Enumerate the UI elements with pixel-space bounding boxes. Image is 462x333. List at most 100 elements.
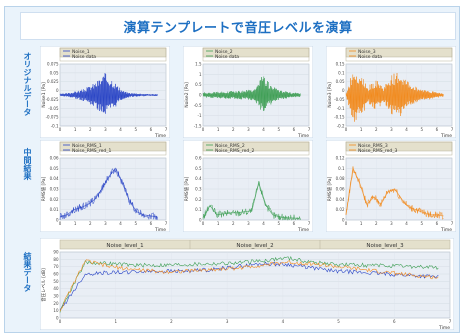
legend-border	[59, 47, 167, 62]
y-tick-label: -1	[198, 113, 202, 118]
y-tick-label: 0.075	[47, 62, 59, 67]
x-tick-label: 3	[226, 319, 229, 324]
rms-line	[59, 168, 158, 221]
y-tick-label: 40	[53, 286, 59, 291]
y-tick-label: 0.02	[50, 197, 59, 202]
y-tick-label: 0.05	[50, 166, 59, 171]
legend-label: Noise data	[358, 54, 382, 60]
legend-label: Noise_level_3	[366, 243, 404, 249]
x-tick-label: 0	[59, 221, 62, 226]
legend-border	[345, 47, 453, 62]
x-tick-label: 0	[59, 319, 62, 324]
x-axis-label: Time	[154, 227, 166, 232]
legend-label: Noise_1	[72, 49, 90, 55]
y-axis-label: Noise2 [Pa]	[184, 82, 190, 108]
y-tick-label: 0.08	[336, 176, 345, 181]
x-tick-label: 7	[165, 221, 168, 226]
series-line-0	[345, 72, 444, 122]
y-tick-label: 0.04	[336, 197, 345, 202]
y-tick-label: -1.5	[194, 124, 202, 129]
x-tick-label: 3	[247, 127, 250, 132]
x-tick-label: 7	[451, 221, 454, 226]
x-tick-label: 3	[390, 127, 393, 132]
y-tick-label: 0.1	[195, 207, 202, 212]
y-tick-label: -0.075	[46, 115, 59, 120]
x-axis-label: Time	[297, 227, 309, 232]
legend: Noise_level_1 Noise_level_2 Noise_level_3	[59, 239, 451, 250]
y-axis-label: RMS値 [Pa]	[40, 176, 47, 201]
waveform-line	[202, 76, 301, 111]
y-tick-label: 0.2	[195, 197, 202, 202]
y-tick-label: 0.12	[336, 156, 345, 161]
y-axis-label: RMS値 [Pa]	[183, 176, 190, 201]
x-axis-label: Time	[154, 133, 166, 138]
x-tick-label: 3	[104, 221, 107, 226]
legend-label: Noise_2	[215, 49, 233, 55]
legend-border	[345, 141, 453, 156]
y-tick-label: 0.04	[50, 176, 59, 181]
x-tick-label: 1	[114, 319, 117, 324]
y-tick-label: 0.1	[338, 166, 345, 171]
x-tick-label: 3	[247, 221, 250, 226]
rms-reduced-line	[202, 181, 301, 220]
x-tick-label: 2	[375, 221, 378, 226]
series-Noise_level_3	[59, 259, 439, 312]
x-tick-label: 7	[308, 221, 311, 226]
rms-line	[59, 261, 439, 310]
legend-label: Noise data	[215, 54, 239, 60]
legend-label: Noise_RMS_2	[215, 143, 245, 149]
series-line-0	[59, 167, 158, 221]
y-tick-label: 0.03	[50, 187, 59, 192]
legend-border	[202, 47, 310, 62]
y-tick-label: 0	[199, 93, 202, 98]
x-tick-label: 5	[337, 319, 340, 324]
legend-label: Noise_level_2	[236, 243, 273, 249]
x-tick-label: 6	[150, 127, 153, 132]
legend-label: Noise_RMS_red_1	[72, 148, 111, 154]
series-Noise_level_2	[59, 255, 439, 313]
y-tick-label: 0.06	[50, 156, 59, 161]
x-axis-label: Time	[297, 133, 309, 138]
legend-label: Noise_RMS_red_2	[215, 148, 254, 154]
y-axis-label: 音圧レベル [dB]	[40, 268, 47, 302]
y-tick-label: 0.6	[195, 156, 202, 161]
x-tick-label: 0	[202, 127, 205, 132]
title-bar: 演算テンプレートで音圧レベルを演算	[20, 12, 456, 40]
series-Noise_level_1	[59, 261, 439, 310]
chart-rms-1: Noise_RMS_1Noise_RMS_red_10.060.050.040.…	[40, 140, 170, 232]
x-tick-label: 2	[89, 221, 92, 226]
y-tick-label: 0.05	[50, 70, 59, 75]
series-line-0	[202, 180, 301, 221]
y-tick-label: 0.06	[336, 187, 345, 192]
legend-label: Noise_RMS_1	[72, 143, 102, 149]
x-tick-label: 1	[360, 221, 363, 226]
x-tick-label: 7	[451, 127, 454, 132]
legend-box	[59, 239, 451, 250]
rms-line	[59, 259, 439, 312]
y-tick-label: 20	[53, 301, 59, 306]
x-axis-label: Time	[440, 133, 452, 138]
x-tick-label: 0	[345, 221, 348, 226]
x-tick-label: 5	[277, 127, 280, 132]
x-tick-label: 6	[150, 221, 153, 226]
y-tick-label: -0.05	[48, 106, 59, 111]
rms-reduced-line	[59, 167, 158, 218]
y-tick-label: 80	[53, 257, 59, 262]
y-tick-label: 90	[53, 250, 59, 255]
x-tick-label: 0	[345, 127, 348, 132]
y-tick-label: 50	[53, 279, 59, 284]
x-tick-label: 4	[119, 127, 122, 132]
x-tick-label: 2	[170, 319, 173, 324]
x-axis-label: Time	[438, 325, 450, 330]
x-tick-label: 2	[232, 127, 235, 132]
y-axis-label: RMS値 [Pa]	[326, 176, 333, 201]
x-tick-label: 6	[293, 221, 296, 226]
y-tick-label: -0.025	[46, 97, 59, 102]
legend-label: Noise_RMS_3	[358, 143, 388, 149]
y-tick-label: 0	[199, 218, 202, 223]
